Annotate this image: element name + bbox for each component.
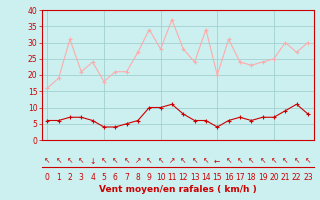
Text: 14: 14 bbox=[201, 172, 211, 182]
Text: 19: 19 bbox=[258, 172, 268, 182]
Text: ↖: ↖ bbox=[191, 156, 198, 166]
Text: 5: 5 bbox=[101, 172, 106, 182]
Text: 3: 3 bbox=[79, 172, 84, 182]
Text: 13: 13 bbox=[190, 172, 199, 182]
Text: ↖: ↖ bbox=[260, 156, 266, 166]
Text: 7: 7 bbox=[124, 172, 129, 182]
Text: 16: 16 bbox=[224, 172, 233, 182]
Text: 10: 10 bbox=[156, 172, 165, 182]
Text: 0: 0 bbox=[45, 172, 50, 182]
Text: ↗: ↗ bbox=[135, 156, 141, 166]
Text: ↖: ↖ bbox=[78, 156, 84, 166]
Text: 6: 6 bbox=[113, 172, 118, 182]
Text: ↖: ↖ bbox=[180, 156, 187, 166]
Text: ↖: ↖ bbox=[282, 156, 288, 166]
Text: 11: 11 bbox=[167, 172, 177, 182]
Text: 22: 22 bbox=[292, 172, 301, 182]
Text: 18: 18 bbox=[246, 172, 256, 182]
Text: ↖: ↖ bbox=[225, 156, 232, 166]
Text: ↖: ↖ bbox=[237, 156, 243, 166]
Text: 4: 4 bbox=[90, 172, 95, 182]
Text: ↖: ↖ bbox=[112, 156, 118, 166]
Text: 9: 9 bbox=[147, 172, 152, 182]
Text: 17: 17 bbox=[235, 172, 245, 182]
Text: 21: 21 bbox=[281, 172, 290, 182]
Text: ↖: ↖ bbox=[157, 156, 164, 166]
Text: ↖: ↖ bbox=[203, 156, 209, 166]
Text: 8: 8 bbox=[136, 172, 140, 182]
Text: ↓: ↓ bbox=[89, 156, 96, 166]
Text: ↗: ↗ bbox=[169, 156, 175, 166]
Text: ↖: ↖ bbox=[305, 156, 311, 166]
Text: 12: 12 bbox=[179, 172, 188, 182]
Text: 20: 20 bbox=[269, 172, 279, 182]
Text: ↖: ↖ bbox=[248, 156, 254, 166]
Text: 23: 23 bbox=[303, 172, 313, 182]
Text: 2: 2 bbox=[68, 172, 72, 182]
Text: Vent moyen/en rafales ( km/h ): Vent moyen/en rafales ( km/h ) bbox=[99, 185, 256, 194]
Text: ↖: ↖ bbox=[67, 156, 73, 166]
Text: ↖: ↖ bbox=[293, 156, 300, 166]
Text: ↖: ↖ bbox=[55, 156, 62, 166]
Text: 1: 1 bbox=[56, 172, 61, 182]
Text: ↖: ↖ bbox=[271, 156, 277, 166]
Text: ↖: ↖ bbox=[146, 156, 152, 166]
Text: ↖: ↖ bbox=[101, 156, 107, 166]
Text: ↖: ↖ bbox=[124, 156, 130, 166]
Text: ←: ← bbox=[214, 156, 220, 166]
Text: ↖: ↖ bbox=[44, 156, 51, 166]
Text: 15: 15 bbox=[212, 172, 222, 182]
